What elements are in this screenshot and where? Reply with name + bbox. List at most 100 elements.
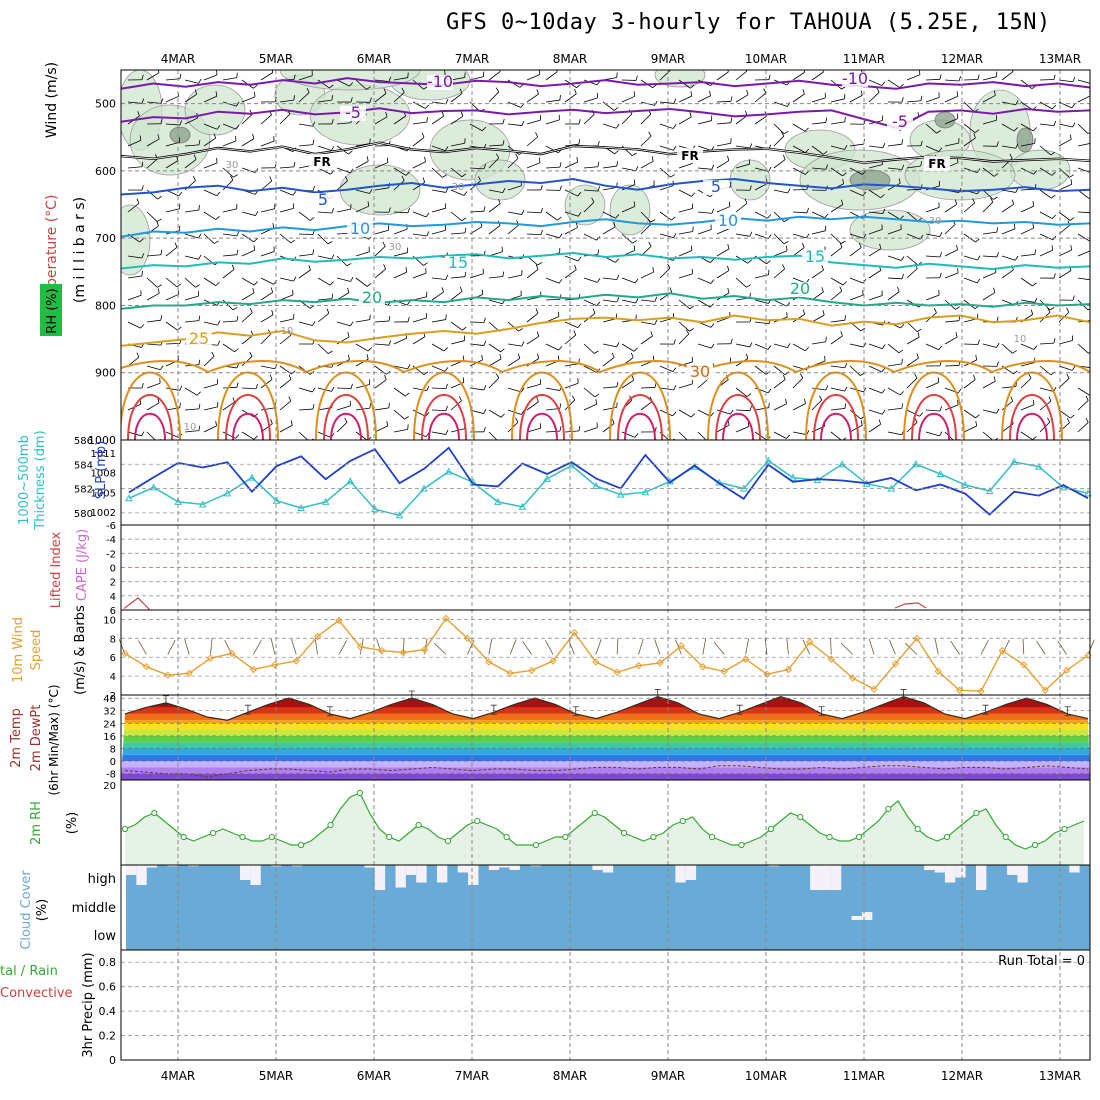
wind-barb-flag [174, 242, 178, 248]
wind-barb-flag [500, 348, 505, 353]
wind-barb [830, 233, 842, 244]
temp-color-band [121, 761, 1090, 768]
rh-contour-label: 10 [281, 326, 294, 337]
wind-barb-flag [881, 81, 886, 86]
wind-barb [640, 335, 653, 345]
wind-barb [450, 142, 465, 147]
wind-barb-flag [329, 281, 334, 286]
wind-barb-flag [350, 383, 353, 389]
wind-barb-flag [270, 287, 274, 293]
wind-barb [431, 387, 447, 390]
cloud-high-bar [416, 865, 427, 883]
wind-barb-flag [634, 278, 639, 284]
wind-barb-flag [899, 83, 904, 88]
wind-barb [279, 113, 291, 125]
wind-barb [1077, 79, 1090, 84]
wind-barb [260, 140, 275, 147]
wind-barb [773, 403, 787, 411]
wind-barb-flag [882, 208, 886, 214]
wind-barb [849, 277, 864, 284]
wind-barb [944, 336, 958, 345]
wind-barb [697, 120, 712, 125]
thickness-tick-label: 580 [74, 509, 93, 520]
wind-barb-flag [388, 207, 391, 213]
wind-barb-flag [650, 331, 653, 337]
wind-speed-point [891, 660, 900, 668]
wind-barb [1039, 387, 1054, 392]
wind-barb [279, 334, 292, 345]
wind-barb [830, 121, 845, 125]
wind-barb [412, 387, 427, 392]
wind-barb [241, 431, 255, 440]
contour-label: -5 [892, 112, 908, 131]
wind-barb [469, 123, 483, 132]
wind-barb-flag [747, 259, 752, 264]
wind-barb [868, 145, 883, 149]
wind-barb [944, 118, 959, 125]
wind-barb [944, 204, 957, 213]
wind-barb [925, 233, 940, 238]
wind-barb-flag [136, 352, 140, 358]
wind-barb-flag [822, 151, 828, 155]
wind-barb [260, 277, 274, 285]
date-label-top: 4MAR [161, 52, 196, 66]
wind-barb-flag [577, 323, 582, 328]
wind-barb [830, 290, 843, 301]
wind-barb [773, 135, 785, 147]
wind-barb-flag [327, 350, 333, 354]
wind-barb-flag [502, 188, 506, 193]
rh-point [180, 833, 187, 841]
wind-barb-flag [804, 398, 806, 404]
wind-barb [184, 255, 199, 260]
wind-barb [811, 269, 824, 279]
rh-point [444, 837, 452, 845]
wind-barb [507, 274, 522, 279]
wind-barb [412, 317, 427, 323]
contour-label-bg [445, 256, 471, 271]
wind-barb [146, 254, 161, 257]
wind-speed-point [763, 670, 771, 678]
wind-barb-flag [993, 90, 996, 96]
wind-barb [355, 384, 370, 389]
wind-barb [450, 400, 462, 411]
wind-barb [906, 409, 920, 417]
wind-barb [1077, 123, 1089, 134]
wind-barb-flag [1066, 373, 1070, 379]
wind-barb [298, 387, 313, 393]
wind-barb-flag [786, 102, 791, 107]
wind-barb-10m [905, 642, 918, 655]
wind-barb [203, 95, 217, 103]
wind-barb-flag [331, 254, 335, 260]
wind-barb [355, 251, 370, 257]
wind-barb [982, 255, 997, 258]
wind-barb-flag [821, 287, 824, 293]
wind-barb [811, 314, 825, 323]
wind-barb [773, 268, 785, 279]
wind-barb [792, 233, 807, 239]
wind-barb-flag [919, 412, 924, 417]
wind-barb [1058, 340, 1073, 345]
wind-barb-flag [459, 88, 463, 94]
rh-point [298, 841, 305, 849]
wind-barb-flag [252, 133, 255, 139]
wind-barb [792, 93, 805, 103]
wind-barb-flag [805, 148, 810, 153]
wind-barb-flag [559, 95, 561, 101]
wind-barb [716, 424, 730, 433]
upper-content [121, 70, 1090, 440]
wind-barb-flag [901, 273, 904, 279]
wind-barb [963, 137, 976, 147]
wind-barb-flag [1030, 309, 1034, 315]
wind-barb [640, 160, 654, 169]
isotherm-30 [991, 360, 1090, 373]
wind-speed-point [142, 662, 151, 671]
wind-barb [146, 138, 160, 147]
wind-barb [374, 93, 387, 103]
wind-barb-flag [369, 188, 373, 194]
wind-barb [222, 208, 237, 213]
wind-barb [222, 233, 237, 237]
wind-barb-flag [842, 172, 847, 177]
wind-barb-flag [840, 199, 844, 205]
wind-barb-flag [235, 135, 237, 141]
wind-barb [792, 188, 808, 191]
